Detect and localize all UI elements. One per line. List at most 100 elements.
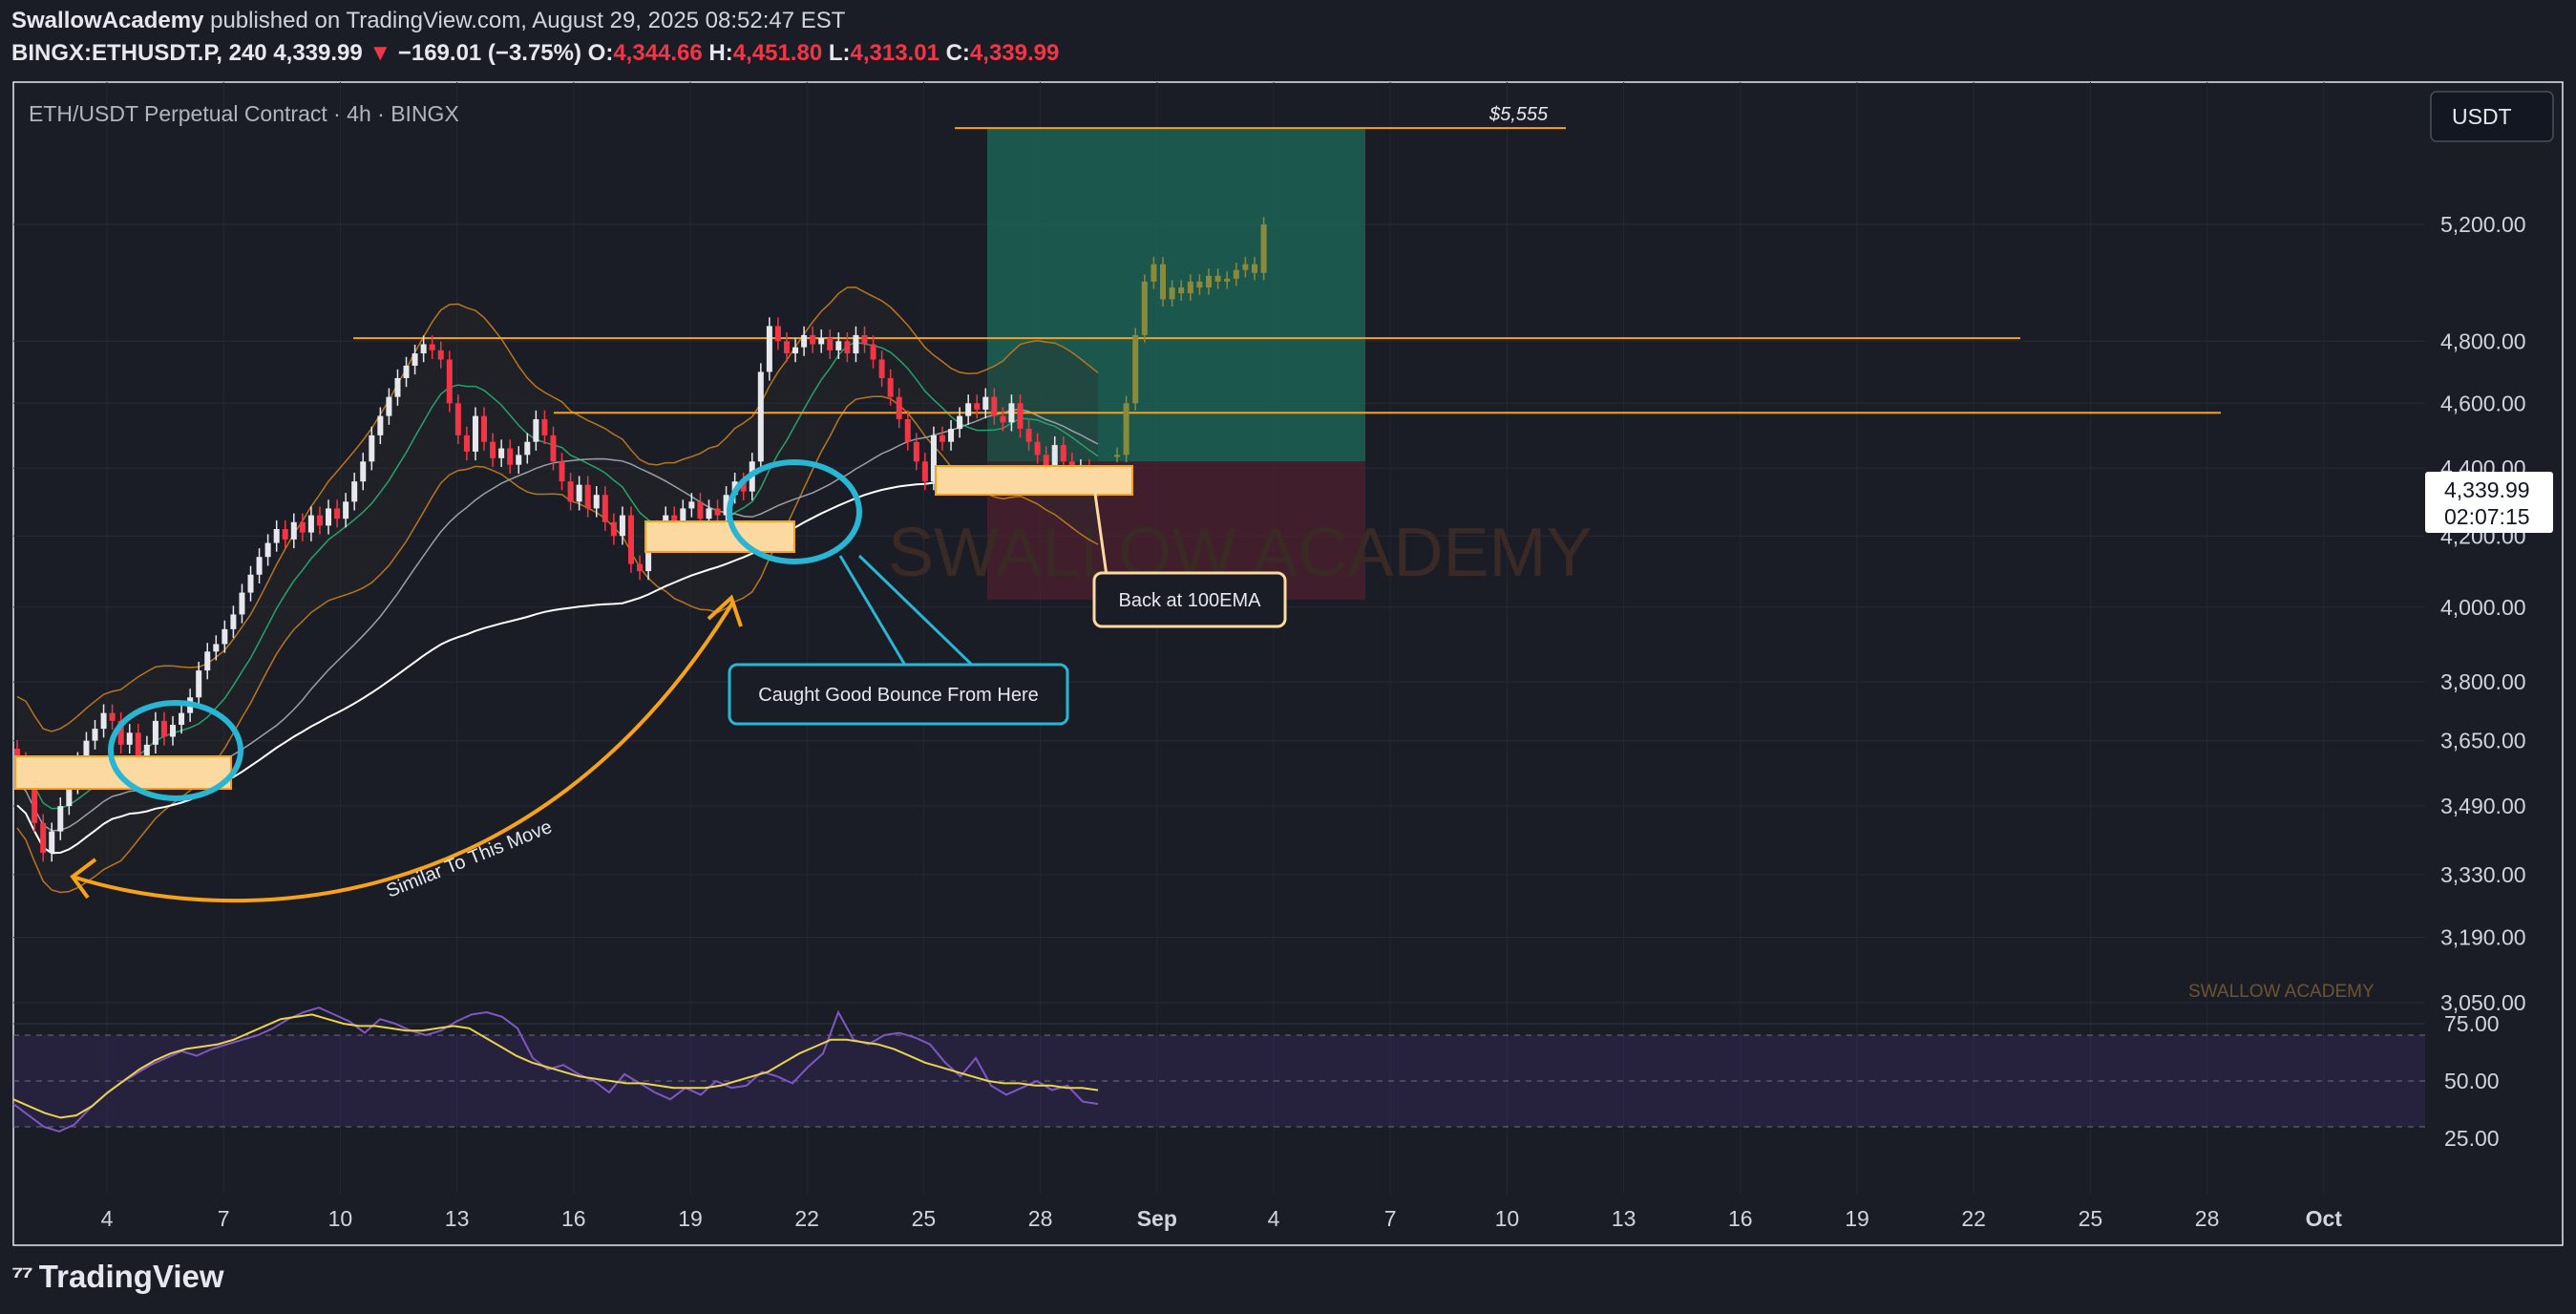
low-value: 4,313.01 [850, 40, 940, 66]
tradingview-logo[interactable]: ⁷⁷ TradingView [11, 1259, 224, 1295]
candle-body [1025, 429, 1032, 442]
candle-body [567, 481, 574, 502]
band-fill [17, 286, 1098, 893]
time-tick-label: Oct [2306, 1206, 2343, 1231]
projection-body [1233, 269, 1239, 279]
watermark-corner: SWALLOW ACADEMY [2188, 982, 2375, 1002]
candle-body [437, 350, 444, 360]
candle-body [627, 515, 634, 564]
current-price-value: 4,339.99 [2444, 477, 2530, 502]
candle-body [939, 434, 945, 442]
demand-zone-3 [935, 465, 1133, 496]
time-tick-label: 7 [218, 1206, 230, 1231]
projection-body [1132, 334, 1139, 404]
candle-body [723, 495, 729, 516]
candle-body [273, 528, 280, 543]
author-name[interactable]: SwallowAcademy [11, 8, 204, 33]
candle-body [827, 338, 834, 350]
horizontal-levels: $5,555 [353, 104, 2221, 414]
projection-body [1206, 275, 1212, 288]
price-axis[interactable]: 5,200.004,800.004,600.004,400.004,200.00… [2440, 212, 2526, 1015]
candle-body [170, 725, 177, 737]
price-tick-label: 4,800.00 [2440, 328, 2526, 353]
callout-pointer-ema [1092, 486, 1109, 583]
candle-body [256, 557, 263, 575]
candle-body [835, 341, 842, 350]
candle-body [160, 720, 167, 737]
time-tick-label: 16 [1728, 1206, 1753, 1231]
candle-body [239, 592, 245, 615]
level-label: $5,555 [1489, 104, 1549, 125]
tradingview-wordmark: TradingView [38, 1259, 224, 1294]
symbol-info: BINGX:ETHUSDT.P, 240 4,339.99 ▼ −169.01 … [11, 40, 1059, 67]
candle-body [40, 822, 47, 854]
time-tick-label: 16 [561, 1206, 586, 1231]
candle-body [282, 528, 288, 540]
rsi-line [12, 1007, 1099, 1133]
candle-body [887, 377, 894, 397]
time-axis[interactable]: 4 7 10 13 16 19 22 25 28 Sep 4 7 10 13 16 19 22 25 28 Oct [101, 1206, 2343, 1231]
candle-body [1043, 455, 1049, 469]
candle-body [490, 441, 496, 458]
candle-body [196, 670, 202, 698]
time-tick-label: Sep [1137, 1206, 1177, 1231]
tradingview-logo-icon: ⁷⁷ [11, 1261, 33, 1292]
price-tick-label: 4,600.00 [2440, 391, 2526, 415]
candle-body [334, 508, 341, 519]
candle-body [394, 377, 401, 397]
projection-body [1151, 264, 1157, 282]
close-label: C: [945, 40, 970, 66]
arrow-tail-icon [70, 858, 97, 900]
candle-body [1051, 445, 1058, 469]
time-tick-label: 13 [445, 1206, 470, 1231]
candle-body [247, 574, 254, 593]
candle-body [697, 501, 704, 519]
candle-body [32, 776, 38, 823]
high-label: H: [708, 40, 733, 66]
candle-body [100, 712, 107, 730]
candle-body [783, 341, 790, 354]
candle-body [403, 365, 410, 378]
candle-body [921, 461, 928, 482]
candle-body [810, 334, 816, 345]
time-tick-label: 28 [1028, 1206, 1053, 1231]
candle-body [307, 515, 314, 533]
candle-body [1060, 445, 1066, 462]
candle-body [671, 515, 678, 522]
projection-body [1178, 287, 1185, 294]
time-tick-label: 19 [678, 1206, 703, 1231]
candle-body [844, 341, 851, 354]
candle-body [861, 334, 868, 345]
demand-zone-2 [644, 520, 795, 553]
currency-button[interactable] [2430, 91, 2554, 142]
last-price: 4,339.99 [273, 40, 363, 66]
projection-body [1187, 281, 1193, 294]
band-mid [16, 341, 1099, 810]
candle-body [766, 326, 772, 372]
candle-body [463, 434, 470, 452]
candle-body [126, 732, 133, 745]
callout-box-ema [1092, 571, 1287, 628]
time-tick-label: 10 [328, 1206, 353, 1231]
candle-body [680, 508, 686, 522]
projection-body [1242, 264, 1249, 270]
candle-body [117, 720, 124, 745]
time-tick-label: 22 [1961, 1206, 1986, 1231]
candle-body [974, 403, 981, 410]
similar-move-arrow [72, 600, 735, 903]
candle-body [326, 508, 332, 526]
down-arrow-icon: ▼ [369, 40, 392, 66]
projection-body [1141, 281, 1148, 335]
projection-body [1196, 281, 1203, 288]
candle-body [792, 347, 799, 354]
low-label: L: [828, 40, 851, 66]
candle-body [343, 501, 349, 519]
rsi-tick-label: 25.00 [2444, 1126, 2500, 1151]
highlight-circle-2 [727, 459, 862, 564]
candle-body [688, 501, 695, 509]
candle-body [991, 396, 998, 416]
projection-body [1214, 275, 1221, 282]
projection-body [1169, 287, 1175, 300]
annotation-bounce: Caught Good Bounce From Here [758, 685, 1039, 706]
